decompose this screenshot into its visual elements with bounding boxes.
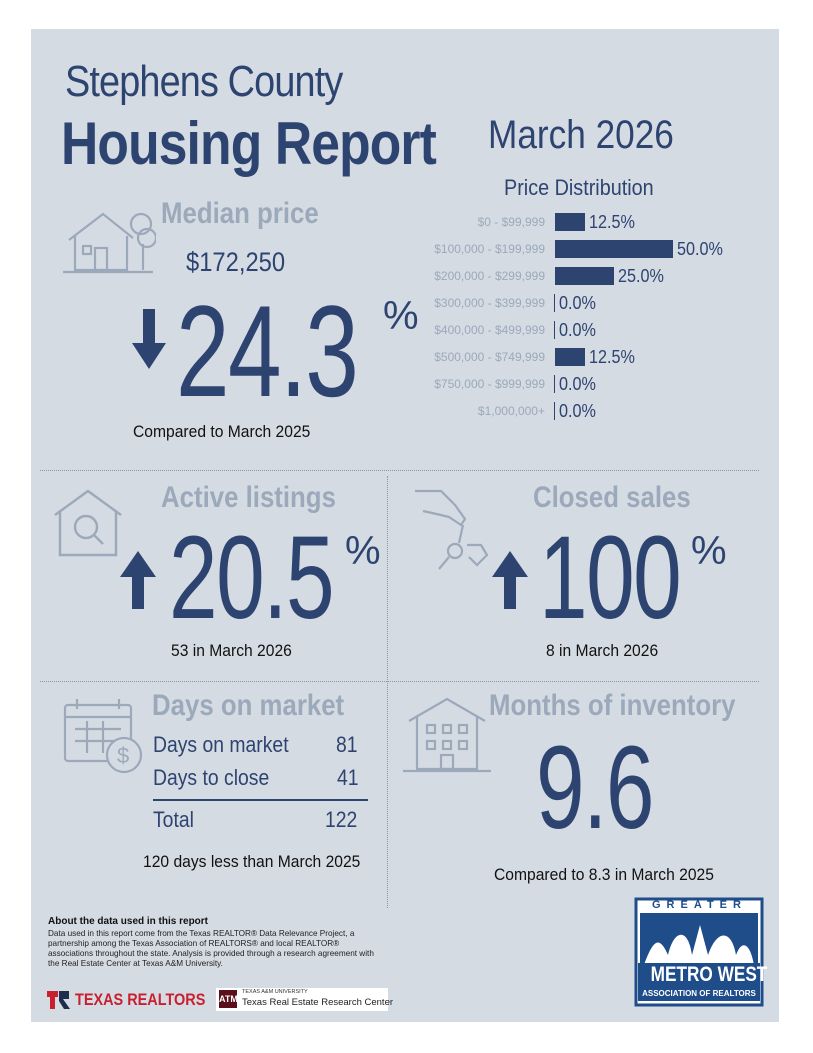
price-bar-value: 50.0% xyxy=(677,239,723,259)
price-bar xyxy=(555,267,614,285)
price-bar-label: $0 - $99,999 xyxy=(477,215,545,229)
dom-compare-text: 120 days less than March 2025 xyxy=(143,852,361,871)
price-bar-value: 0.0% xyxy=(559,320,596,340)
price-distribution-title: Price Distribution xyxy=(504,175,654,200)
price-bar-label: $400,000 - $499,999 xyxy=(434,323,545,337)
atm-university-text: TEXAS A&M UNIVERSITY xyxy=(242,989,308,995)
dtc-row-value: 41 xyxy=(337,765,359,790)
price-bar xyxy=(555,348,585,366)
metro-west-logo: GREATER METRO WEST ASSOCIATION OF REALTO… xyxy=(628,897,770,1009)
median-compare-text: Compared to March 2025 xyxy=(133,422,311,441)
divider-vertical xyxy=(387,476,388,908)
texas-realtors-text: TEXAS REALTORS xyxy=(75,990,206,1009)
price-bar-value: 12.5% xyxy=(589,212,635,232)
price-bar-value: 25.0% xyxy=(618,266,664,286)
price-bar-row: $750,000 - $999,999 0.0% xyxy=(31,374,779,394)
calendar-dollar-icon: $ xyxy=(63,699,143,774)
price-bar-value: 0.0% xyxy=(559,293,596,313)
price-bar-row: $100,000 - $199,999 50.0% xyxy=(31,239,779,259)
arrow-down-icon xyxy=(132,309,166,369)
median-change-percent: % xyxy=(383,294,419,338)
arrow-up-icon xyxy=(120,551,156,609)
apartment-building-icon xyxy=(403,697,491,773)
dom-row-value: 81 xyxy=(336,732,358,757)
atm-center-text: Texas Real Estate Research Center xyxy=(242,997,394,1008)
active-listings-heading: Active listings xyxy=(161,481,336,514)
months-inventory-value: 9.6 xyxy=(536,722,654,854)
price-bar-zero xyxy=(554,294,555,312)
price-bar-label: $750,000 - $999,999 xyxy=(434,377,545,391)
closed-change-value: 100 xyxy=(539,512,682,644)
report-panel: Stephens County Housing Report March 202… xyxy=(31,29,779,1022)
price-bar-value: 0.0% xyxy=(559,374,596,394)
report-month: March 2026 xyxy=(488,113,674,157)
total-label: Total xyxy=(153,807,194,832)
report-title: Housing Report xyxy=(61,110,437,177)
closed-sales-heading: Closed sales xyxy=(533,481,691,514)
price-bar xyxy=(555,213,585,231)
price-bar-label: $200,000 - $299,999 xyxy=(434,269,545,283)
median-change-value: 24.3 xyxy=(176,278,359,424)
house-search-icon xyxy=(54,489,122,557)
median-price-value: $172,250 xyxy=(186,247,286,277)
texas-realtors-logo: TEXAS REALTORS xyxy=(47,990,229,1010)
price-bar-zero xyxy=(554,375,555,393)
moi-compare-text: Compared to 8.3 in March 2025 xyxy=(494,865,714,884)
price-bar-zero xyxy=(554,321,555,339)
logo-metro-west-text: METRO WEST xyxy=(650,963,768,986)
arrow-up-icon-2 xyxy=(492,551,528,609)
price-bar-label: $100,000 - $199,999 xyxy=(434,242,545,256)
key-hand-icon xyxy=(415,489,489,570)
divider-1 xyxy=(40,470,759,471)
price-bar-label: $1,000,000+ xyxy=(477,404,545,418)
county-title: Stephens County xyxy=(65,57,343,106)
total-divider xyxy=(153,799,368,801)
about-text: Data used in this report come from the T… xyxy=(48,929,374,968)
price-bar-row: $1,000,000+ 0.0% xyxy=(31,401,779,421)
closed-count-text: 8 in March 2026 xyxy=(546,641,659,660)
price-bar-label: $300,000 - $399,999 xyxy=(434,296,545,310)
price-bar-row: $300,000 - $399,999 0.0% xyxy=(31,293,779,313)
price-bar-row: $400,000 - $499,999 0.0% xyxy=(31,320,779,340)
price-bar-zero xyxy=(554,402,555,420)
logo-greater-text: GREATER xyxy=(652,899,747,911)
price-bar-row: $500,000 - $749,999 12.5% xyxy=(31,347,779,367)
dtc-row-label: Days to close xyxy=(153,765,270,790)
dom-row-label: Days on market xyxy=(153,732,289,757)
active-count-text: 53 in March 2026 xyxy=(171,641,292,660)
house-tree-icon xyxy=(63,212,156,274)
texas-realtors-mark-icon xyxy=(47,991,70,1009)
divider-2 xyxy=(40,681,759,682)
atm-mark-icon: ATM xyxy=(219,990,238,1008)
logo-association-text: ASSOCIATION OF REALTORS xyxy=(642,989,756,998)
svg-text:$: $ xyxy=(117,743,129,768)
metro-west-emblem-icon xyxy=(634,897,764,1007)
days-on-market-heading: Days on market xyxy=(152,689,345,722)
price-bar-label: $500,000 - $749,999 xyxy=(434,350,545,364)
total-value: 122 xyxy=(325,807,358,832)
months-inventory-heading: Months of inventory xyxy=(489,689,736,722)
texas-am-logo: ATM TEXAS A&M UNIVERSITY Texas Real Esta… xyxy=(216,988,393,1011)
price-bar-value: 0.0% xyxy=(559,401,596,421)
about-heading: About the data used in this report xyxy=(48,916,209,927)
price-bar-row: $200,000 - $299,999 25.0% xyxy=(31,266,779,286)
price-bar-row: $0 - $99,999 12.5% xyxy=(31,212,779,232)
active-change-value: 20.5 xyxy=(169,512,335,644)
median-price-heading: Median price xyxy=(161,197,319,230)
active-change-percent: % xyxy=(345,529,381,573)
closed-change-percent: % xyxy=(691,529,727,573)
price-bar xyxy=(555,240,673,258)
price-bar-value: 12.5% xyxy=(589,347,635,367)
